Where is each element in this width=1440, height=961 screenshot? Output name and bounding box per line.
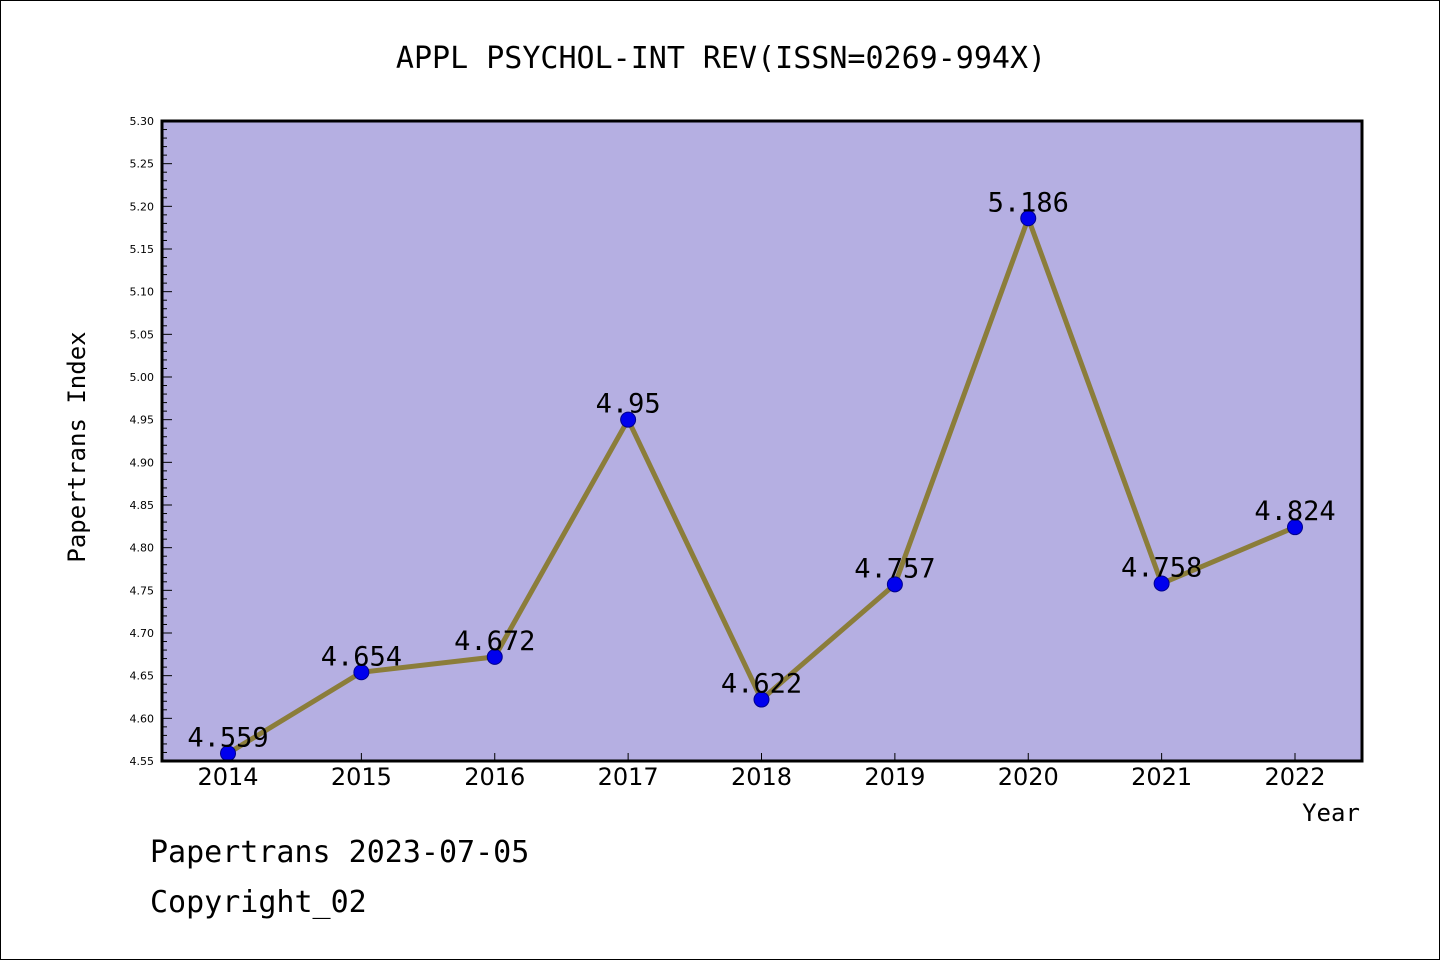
y-tick-label: 5.30 (130, 115, 155, 128)
x-tick-label: 2020 (998, 763, 1059, 791)
data-label: 4.95 (596, 389, 661, 420)
y-tick-label: 5.00 (130, 371, 155, 384)
data-label: 4.824 (1254, 496, 1335, 527)
data-label: 4.559 (187, 722, 268, 753)
data-point (1020, 210, 1037, 227)
data-label: 4.758 (1121, 553, 1202, 584)
data-labels: 4.559 4.654 4.672 4.95 4.622 4.757 5.186 4.758 4… (187, 187, 1335, 753)
y-axis-label: Papertrans Index (63, 331, 91, 562)
x-tick-label: 2019 (864, 763, 925, 791)
data-point (620, 411, 637, 428)
x-tick-label: 2017 (598, 763, 659, 791)
data-point (353, 664, 370, 681)
y-axis: 4.55 4.60 4.65 4.70 4.75 4.80 4.85 4.90 4.95 5.00… (130, 115, 172, 768)
x-tick-label: 2021 (1131, 763, 1192, 791)
data-point (1153, 575, 1170, 592)
y-tick-label: 4.65 (130, 670, 155, 683)
data-point (753, 691, 770, 708)
y-tick-label: 5.10 (130, 286, 155, 299)
x-tick-label: 2016 (464, 763, 525, 791)
y-tick-label: 5.25 (130, 158, 155, 171)
x-tick-label: 2018 (731, 763, 792, 791)
y-tick-label: 4.90 (130, 456, 155, 469)
data-point (486, 648, 503, 665)
y-tick-label: 5.05 (130, 328, 155, 341)
footer-copyright: Copyright_02 (150, 885, 367, 920)
series (220, 210, 1303, 762)
data-point (1287, 519, 1303, 536)
y-tick-label: 5.15 (130, 243, 155, 256)
data-label: 4.672 (454, 626, 535, 657)
x-tick-label: 2014 (197, 763, 258, 791)
y-tick-label: 5.20 (130, 200, 155, 213)
chart-title: APPL PSYCHOL-INT REV(ISSN=0269-994X) (396, 41, 1046, 76)
x-tick-label: 2015 (331, 763, 392, 791)
y-tick-label: 4.55 (130, 755, 155, 768)
x-tick-label: 2022 (1264, 763, 1325, 791)
plot-border (160, 119, 1364, 763)
footer-date: Papertrans 2023-07-05 (150, 835, 530, 870)
y-tick-label: 4.60 (130, 712, 155, 725)
y-tick-label: 4.85 (130, 499, 155, 512)
data-label: 4.654 (321, 641, 402, 672)
y-tick-label: 4.70 (130, 627, 155, 640)
y-tick-label: 4.80 (130, 542, 155, 555)
data-label: 4.622 (721, 669, 802, 700)
data-label: 4.757 (854, 553, 935, 584)
x-axis-label: Year (1302, 799, 1360, 827)
data-point (886, 576, 903, 593)
data-label: 5.186 (988, 187, 1069, 218)
plot-area (162, 121, 1362, 761)
y-tick-label: 4.75 (130, 584, 155, 597)
y-tick-label: 4.95 (130, 414, 155, 427)
